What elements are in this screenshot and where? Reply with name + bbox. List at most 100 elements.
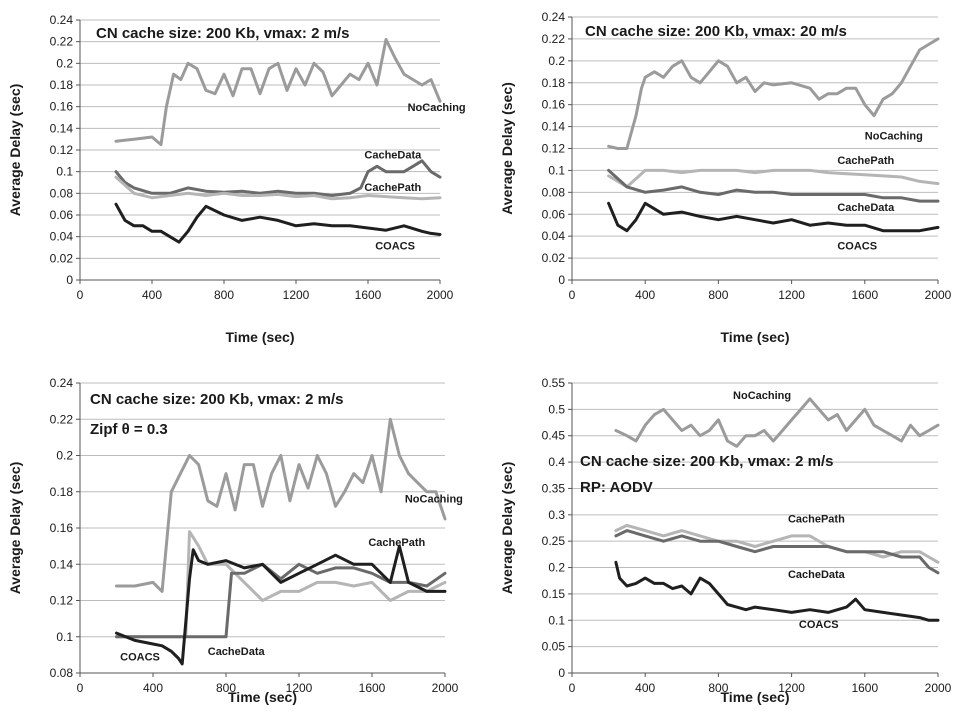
x-tick-label: 400 xyxy=(143,681,163,695)
x-tick-label: 400 xyxy=(142,288,162,302)
series-line-nocaching xyxy=(114,38,442,147)
y-tick-label: 0.24 xyxy=(50,376,74,390)
series-line-coacs xyxy=(115,544,447,666)
x-tick-label: 1600 xyxy=(355,288,382,302)
chart-subtitle: RP: AODV xyxy=(580,479,653,496)
y-tick-label: 0.24 xyxy=(542,10,566,24)
series-label-cachedata: CacheData xyxy=(364,150,422,162)
y-tick-label: 0.18 xyxy=(542,76,566,90)
y-tick-label: 0.45 xyxy=(542,429,566,443)
y-tick-label: 0.1 xyxy=(548,163,565,177)
chart-title: CN cache size: 200 Kb, vmax: 20 m/s xyxy=(585,23,847,40)
series-line-coacs xyxy=(607,201,940,233)
y-tick-label: 0.02 xyxy=(542,251,566,265)
y-tick-label: 0.18 xyxy=(50,78,74,92)
x-tick-label: 400 xyxy=(635,288,655,302)
x-axis-title: Time (sec) xyxy=(226,329,295,345)
y-tick-label: 0.16 xyxy=(542,98,566,112)
series-line-cachedata xyxy=(614,529,940,575)
y-tick-label: 0.12 xyxy=(542,142,566,156)
x-axis-title: Time (sec) xyxy=(721,329,790,345)
y-tick-label: 0.14 xyxy=(50,557,74,571)
y-axis-title: Average Delay (sec) xyxy=(499,82,515,215)
y-tick-label: 0.35 xyxy=(542,481,566,495)
series-label-nocaching: NoCaching xyxy=(408,102,466,114)
x-tick-label: 0 xyxy=(77,681,84,695)
y-tick-label: 0.2 xyxy=(548,561,565,575)
y-axis-title: Average Delay (sec) xyxy=(499,462,515,595)
y-axis-title: Average Delay (sec) xyxy=(7,462,23,595)
x-axis-title: Time (sec) xyxy=(721,689,790,705)
y-tick-label: 0 xyxy=(66,273,73,287)
y-axis-title: Average Delay (sec) xyxy=(7,84,23,217)
x-tick-label: 800 xyxy=(708,681,728,695)
x-tick-label: 800 xyxy=(214,288,234,302)
y-tick-label: 0.04 xyxy=(50,230,74,244)
series-label-nocaching: NoCaching xyxy=(865,131,923,143)
y-tick-label: 0.2 xyxy=(548,54,565,68)
series-label-cachepath: CachePath xyxy=(788,514,845,526)
chart-panel-2: 0 0.02 0.04 0.06 0.08 0.1 0.12 0.14 0.16 0.18 0.2 0… xyxy=(499,10,952,345)
x-tick-label: 400 xyxy=(635,681,655,695)
series-label-coacs: COACS xyxy=(375,241,415,253)
y-tick-label: 0.25 xyxy=(542,534,566,548)
y-tick-label: 0.14 xyxy=(542,120,566,134)
y-tick-label: 0.02 xyxy=(50,251,74,265)
series-label-coacs: COACS xyxy=(120,651,160,663)
y-tick-label: 0.5 xyxy=(548,402,565,416)
series-line-cachepath xyxy=(607,168,940,189)
series-label-cachedata: CacheData xyxy=(788,569,846,581)
y-tick-label: 0.3 xyxy=(548,508,565,522)
chart-subtitle: Zipf θ = 0.3 xyxy=(90,421,168,438)
chart-panel-3: 0.08 0.1 0.12 0.14 0.16 0.18 0.2 0.22 0.24 0 400 80… xyxy=(7,376,463,705)
y-tick-label: 0.4 xyxy=(548,455,565,469)
y-tick-label: 0.06 xyxy=(542,207,566,221)
x-tick-label: 1200 xyxy=(286,681,313,695)
series-label-cachepath: CachePath xyxy=(364,182,421,194)
x-tick-label: 0 xyxy=(569,681,576,695)
chart-panel-1: 0 0.02 0.04 0.06 0.08 0.1 0.12 0.14 0.16 0.18 0.2 0… xyxy=(7,13,466,345)
x-tick-label: 2000 xyxy=(925,288,952,302)
series-line-cachedata xyxy=(114,159,442,197)
y-tick-label: 0.04 xyxy=(542,229,566,243)
x-tick-label: 1600 xyxy=(851,288,878,302)
series-line-coacs xyxy=(614,560,940,622)
x-tick-label: 0 xyxy=(569,288,576,302)
series-label-cachedata: CacheData xyxy=(837,202,895,214)
chart-panel-4: 0 0.05 0.1 0.15 0.2 0.25 0.3 0.35 0.4 0.45 0.5 0.55… xyxy=(499,376,952,705)
y-tick-label: 0.05 xyxy=(542,640,566,654)
chart-title: CN cache size: 200 Kb, vmax: 2 m/s xyxy=(580,453,833,470)
series-label-nocaching: NoCaching xyxy=(733,390,791,402)
x-tick-label: 1200 xyxy=(778,681,805,695)
y-tick-label: 0.16 xyxy=(50,521,74,535)
x-axis-title: Time (sec) xyxy=(228,689,297,705)
y-tick-label: 0.15 xyxy=(542,587,566,601)
x-tick-label: 1200 xyxy=(778,288,805,302)
x-tick-label: 1200 xyxy=(283,288,310,302)
series-line-cachedata xyxy=(607,168,940,203)
y-tick-label: 0.18 xyxy=(50,485,74,499)
y-tick-label: 0.1 xyxy=(548,613,565,627)
series-label-cachepath: CachePath xyxy=(837,155,894,167)
chart-title: CN cache size: 200 Kb, vmax: 2 m/s xyxy=(90,391,343,408)
y-tick-label: 0.22 xyxy=(50,412,74,426)
x-tick-label: 800 xyxy=(708,288,728,302)
series-line-cachepath xyxy=(614,523,940,564)
y-tick-label: 0.24 xyxy=(50,13,74,27)
chart-title: CN cache size: 200 Kb, vmax: 2 m/s xyxy=(96,25,349,42)
y-tick-label: 0.06 xyxy=(50,208,74,222)
series-line-nocaching xyxy=(614,397,940,448)
series-line-coacs xyxy=(114,202,442,244)
x-tick-label: 0 xyxy=(77,288,84,302)
y-tick-label: 0 xyxy=(558,666,565,680)
y-tick-label: 0.22 xyxy=(542,32,566,46)
y-tick-label: 0.08 xyxy=(50,666,74,680)
series-label-coacs: COACS xyxy=(799,619,839,631)
y-tick-label: 0.08 xyxy=(542,185,566,199)
y-tick-label: 0.55 xyxy=(542,376,566,390)
y-tick-label: 0.12 xyxy=(50,594,74,608)
x-tick-label: 2000 xyxy=(925,681,952,695)
series-line-nocaching xyxy=(115,417,447,593)
y-tick-label: 0.22 xyxy=(50,35,74,49)
